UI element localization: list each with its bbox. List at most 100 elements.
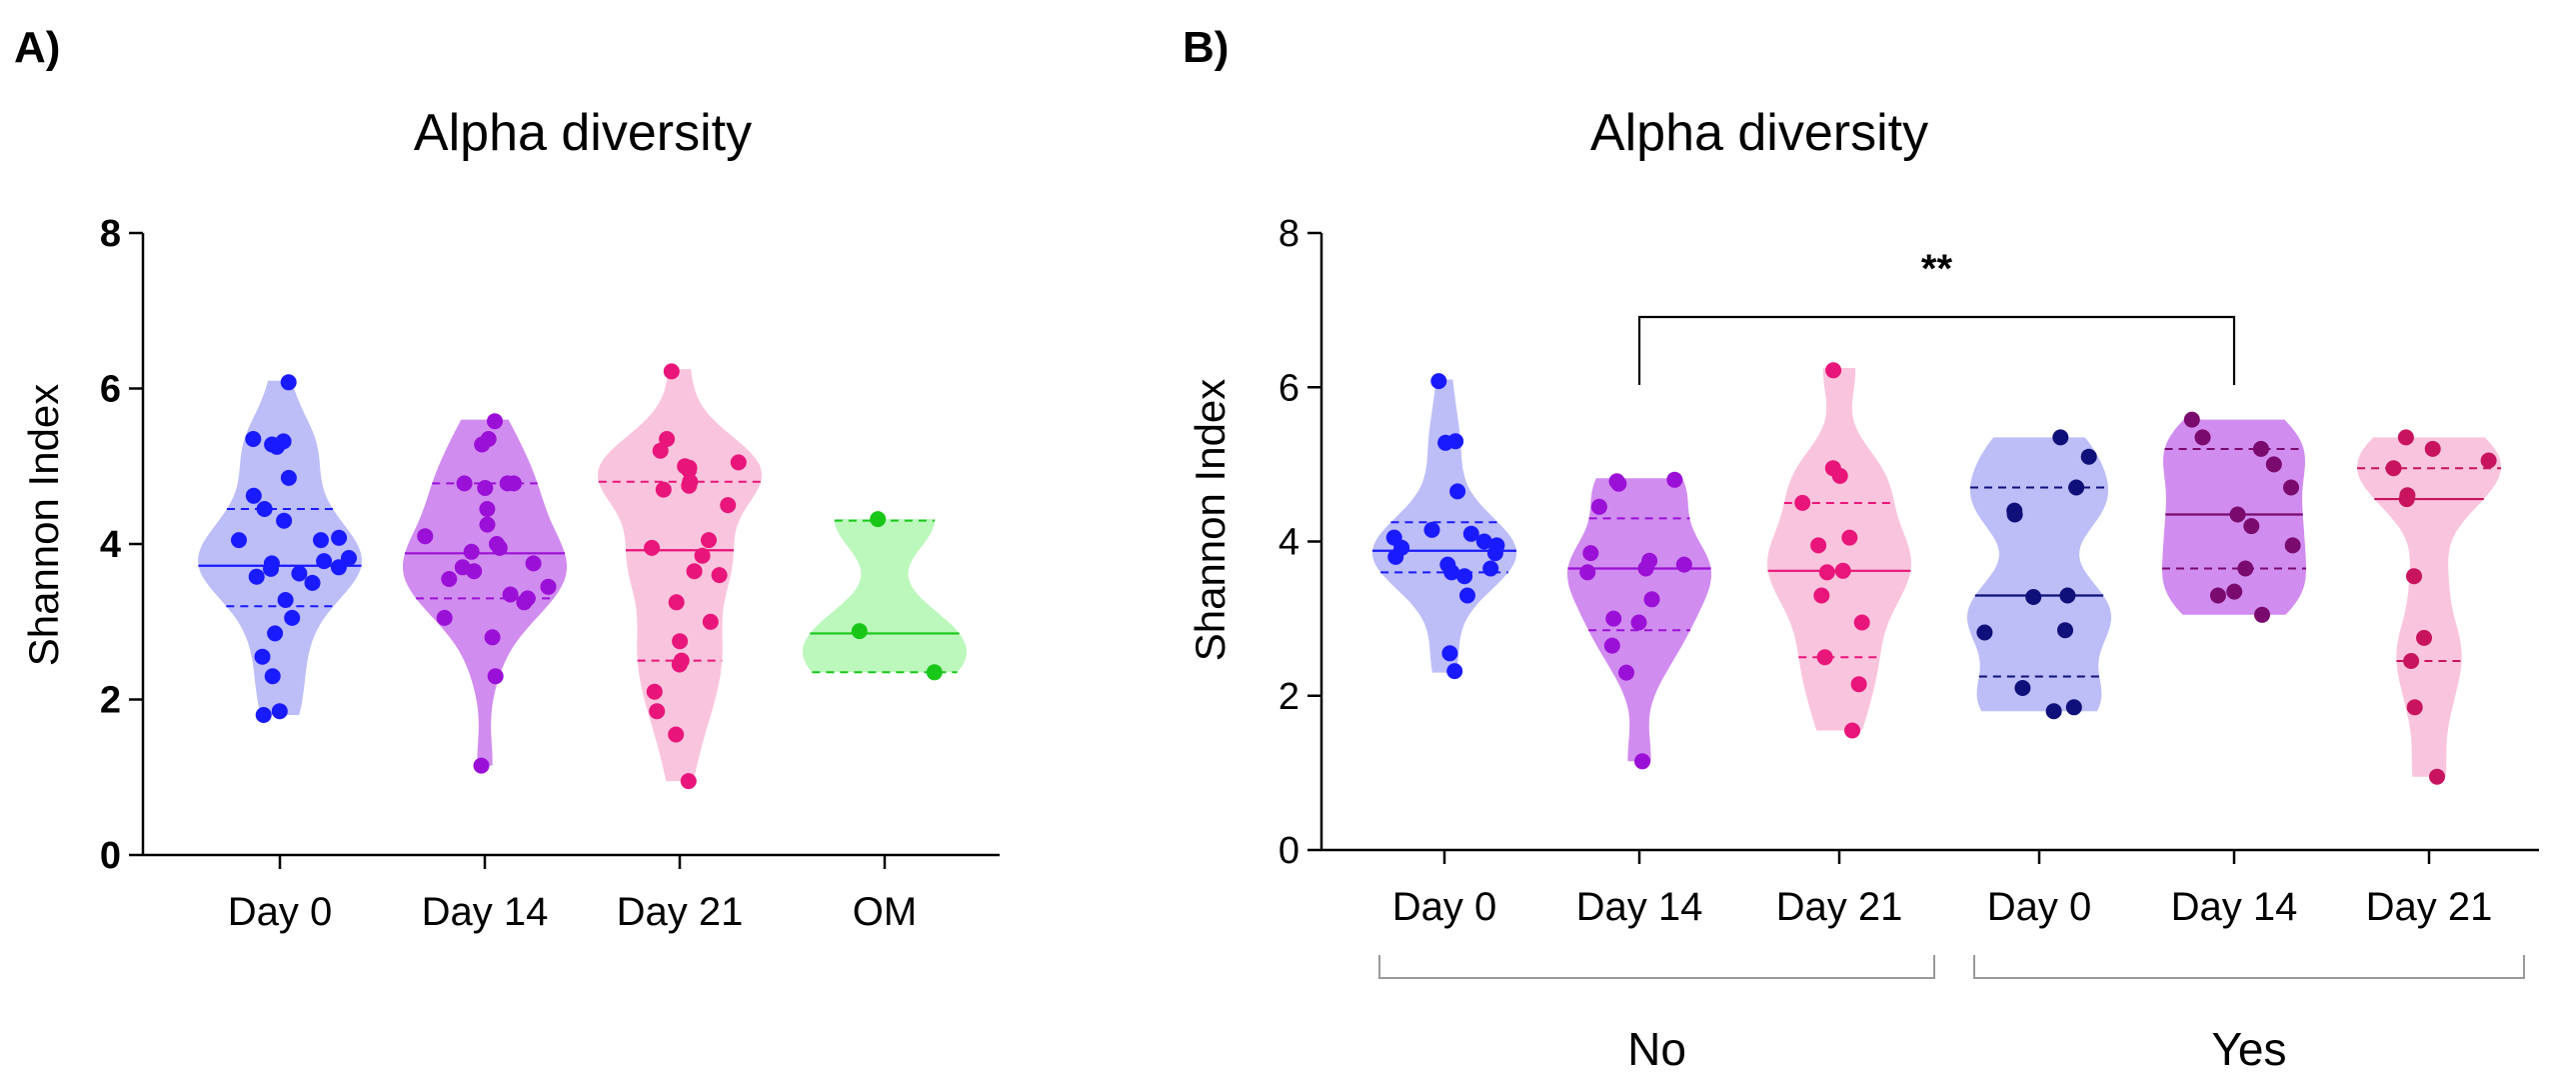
- data-point: [1482, 560, 1499, 577]
- data-point: [1462, 525, 1479, 542]
- data-point: [316, 553, 333, 570]
- data-point: [1816, 649, 1833, 666]
- data-point: [487, 668, 504, 685]
- data-point: [1443, 564, 1460, 581]
- panel-b-title: Alpha diversity: [1590, 104, 1928, 162]
- data-point: [313, 532, 329, 549]
- x-tick-label: Day 21: [617, 890, 744, 934]
- x-tick-label: Day 0: [228, 890, 333, 934]
- y-tick-label: 8: [1279, 213, 1299, 255]
- data-point: [271, 703, 288, 720]
- group-label: Yes: [2211, 1023, 2286, 1075]
- data-point: [730, 454, 747, 471]
- data-point: [2226, 583, 2243, 600]
- x-tick-label: Day 14: [422, 890, 549, 934]
- data-point: [2398, 491, 2415, 508]
- data-point: [280, 374, 297, 391]
- data-point: [277, 592, 294, 608]
- violin-body: [2357, 437, 2501, 777]
- data-point: [680, 773, 697, 790]
- data-point: [720, 497, 737, 514]
- data-point: [255, 707, 272, 723]
- data-point: [926, 664, 943, 681]
- data-point: [2283, 479, 2299, 496]
- data-point: [2059, 587, 2076, 604]
- data-point: [248, 568, 265, 585]
- data-point: [2480, 452, 2497, 469]
- data-point: [331, 529, 348, 546]
- data-point: [694, 547, 711, 564]
- data-point: [466, 563, 483, 580]
- data-point: [1423, 521, 1440, 538]
- data-point: [441, 571, 458, 587]
- data-point: [2014, 680, 2031, 696]
- data-point: [280, 469, 297, 486]
- data-point: [2006, 506, 2023, 523]
- data-point: [2429, 768, 2445, 785]
- data-point: [644, 539, 661, 556]
- violin-body: [803, 519, 967, 673]
- data-point: [2424, 440, 2441, 457]
- data-point: [2406, 568, 2422, 585]
- data-point: [245, 487, 262, 504]
- x-tick-label: Day 14: [2171, 885, 2298, 929]
- data-point: [2065, 699, 2082, 716]
- y-tick-label: 0: [100, 835, 121, 877]
- data-point: [2229, 506, 2246, 523]
- data-point: [870, 511, 887, 528]
- violin-body: [1767, 368, 1911, 731]
- y-tick-label: 6: [100, 369, 121, 411]
- data-point: [1605, 610, 1622, 627]
- data-point: [245, 431, 262, 447]
- data-point: [2068, 479, 2085, 496]
- data-point: [1831, 467, 1848, 484]
- data-point: [491, 539, 508, 556]
- group-bracket: [1973, 955, 2525, 979]
- data-point: [711, 567, 728, 584]
- violin-body: [1372, 379, 1516, 673]
- data-point: [2284, 537, 2301, 554]
- data-point: [668, 726, 685, 743]
- data-point: [2057, 622, 2073, 639]
- data-point: [1590, 498, 1607, 515]
- data-point: [267, 625, 284, 642]
- data-point: [2194, 429, 2211, 446]
- x-tick-label: OM: [853, 890, 917, 934]
- data-point: [254, 648, 271, 665]
- data-point: [304, 574, 321, 591]
- panel-a-plot: 0 2 4 6 8 Day 0 Day 14 Day 21 OM: [100, 213, 1000, 934]
- data-point: [2237, 560, 2254, 577]
- significance-bracket: [1637, 315, 2236, 385]
- data-point: [276, 512, 293, 529]
- data-point: [1618, 664, 1634, 681]
- data-point: [477, 480, 494, 496]
- data-point: [479, 516, 496, 533]
- data-point: [1813, 587, 1830, 604]
- data-point: [2397, 429, 2414, 446]
- data-point: [263, 560, 279, 577]
- data-point: [671, 656, 688, 673]
- data-point: [231, 532, 247, 549]
- data-point: [256, 501, 273, 517]
- panel-a-title: Alpha diversity: [414, 104, 752, 162]
- data-point: [525, 555, 542, 572]
- data-point: [2265, 456, 2282, 473]
- data-point: [1643, 591, 1660, 608]
- data-point: [1834, 562, 1851, 579]
- panel-a-y-axis-title: Shannon Index: [20, 384, 67, 667]
- data-point: [2209, 587, 2226, 604]
- data-point: [2243, 518, 2260, 535]
- data-point: [1441, 645, 1458, 662]
- group-label: No: [1627, 1023, 1686, 1075]
- data-point: [1825, 362, 1842, 379]
- data-point: [436, 609, 453, 626]
- data-point: [502, 586, 519, 603]
- data-point: [1853, 614, 1870, 631]
- violin-body: [1967, 437, 2111, 712]
- data-point: [1844, 722, 1860, 739]
- data-point: [269, 438, 285, 455]
- data-point: [2385, 460, 2402, 477]
- data-point: [1666, 471, 1683, 488]
- violin-body: [403, 419, 567, 766]
- data-point: [474, 436, 491, 453]
